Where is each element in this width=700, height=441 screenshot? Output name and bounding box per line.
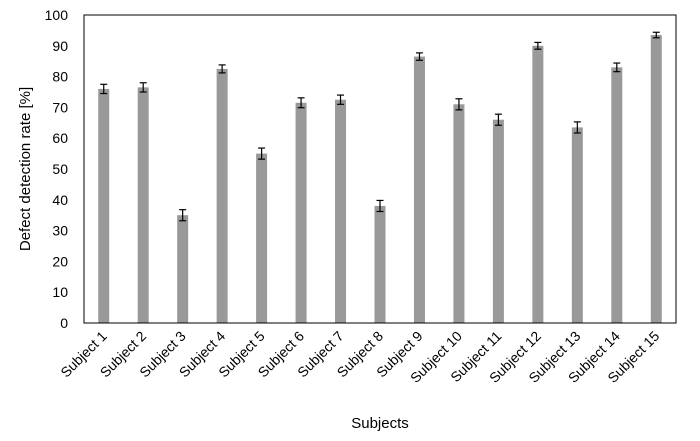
y-tick-label: 10: [52, 284, 68, 300]
error-bar-10: [455, 98, 463, 111]
bar-11: [492, 119, 504, 323]
plot-frame: [83, 14, 677, 324]
error-bar-4: [218, 64, 226, 74]
bar-15: [650, 35, 662, 324]
bar-1: [98, 88, 110, 323]
error-bar-9: [415, 52, 423, 61]
error-bar-15: [652, 31, 660, 39]
y-tick-label: 100: [45, 7, 69, 23]
y-tick-label: 40: [52, 192, 68, 208]
y-tick-labels: 0 10 20 30 40 50 60 70 80 90 100: [45, 7, 69, 331]
bar-10: [453, 104, 465, 323]
error-bar-12: [534, 41, 542, 50]
bar-8: [374, 205, 386, 323]
y-tick-label: 20: [52, 253, 68, 269]
y-tick-label: 90: [52, 38, 68, 54]
bar-9: [413, 56, 425, 323]
axes-layer: [83, 14, 677, 324]
bar-12: [532, 45, 544, 324]
y-tick-label: 80: [52, 69, 68, 85]
error-bars-layer: [100, 31, 660, 222]
bar-13: [571, 127, 583, 323]
error-bar-5: [258, 147, 266, 160]
error-bar-1: [100, 83, 108, 95]
error-bar-13: [573, 121, 581, 134]
x-axis-title: Subjects: [351, 415, 409, 432]
error-bar-8: [376, 199, 384, 213]
bar-5: [256, 153, 268, 323]
bar-2: [137, 87, 149, 323]
y-tick-label: 50: [52, 161, 68, 177]
bar-4: [216, 68, 228, 324]
error-bar-7: [337, 94, 345, 105]
error-bar-2: [139, 82, 147, 93]
error-bar-6: [297, 97, 305, 109]
y-axis-title: Defect detection rate [%]: [17, 87, 34, 251]
bar-6: [295, 102, 307, 323]
bar-7: [335, 99, 347, 323]
y-tick-label: 60: [52, 130, 68, 146]
y-tick-label: 30: [52, 223, 68, 239]
error-bar-11: [494, 113, 502, 126]
bar-14: [611, 67, 623, 323]
y-tick-label: 0: [60, 315, 68, 331]
y-tick-label: 70: [52, 99, 68, 115]
bars-layer: [98, 35, 662, 324]
bar-3: [177, 215, 189, 323]
error-bar-14: [613, 62, 621, 73]
error-bar-3: [179, 209, 187, 222]
